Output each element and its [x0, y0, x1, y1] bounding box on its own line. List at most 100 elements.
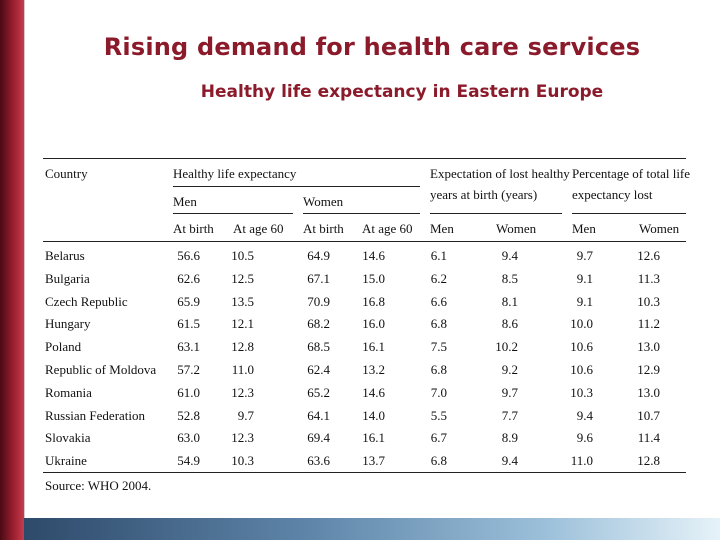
- left-accent-divider: [24, 0, 25, 540]
- pct-group-rule: [572, 213, 686, 214]
- value-cell: 6.1: [430, 248, 447, 263]
- header-pct-women: Women: [639, 221, 680, 236]
- value-cell: 14.0: [362, 408, 385, 423]
- women-subgroup-rule: [303, 213, 420, 214]
- value-cell: 9.6: [576, 430, 593, 445]
- value-cell: 7.7: [501, 408, 518, 423]
- left-accent-bar: [0, 0, 24, 540]
- country-cell: Hungary: [45, 316, 91, 331]
- value-cell: 9.4: [501, 453, 518, 468]
- value-cell: 6.8: [430, 362, 447, 377]
- header-lost-years-line2: years at birth (years): [430, 187, 538, 202]
- value-cell: 9.7: [501, 385, 518, 400]
- header-healthy-life-expectancy: Healthy life expectancy: [173, 166, 297, 181]
- country-cell: Poland: [45, 339, 82, 354]
- value-cell: 10.6: [570, 362, 593, 377]
- bottom-accent-bar: [24, 518, 720, 540]
- value-cell: 7.5: [430, 339, 447, 354]
- value-cell: 8.6: [501, 316, 518, 331]
- header-men: Men: [173, 194, 197, 209]
- value-cell: 64.9: [307, 248, 330, 263]
- value-cell: 16.0: [362, 316, 385, 331]
- value-cell: 62.4: [307, 362, 330, 377]
- header-pct-men: Men: [572, 221, 596, 236]
- header-lost-years: Expectation of lost healthy: [430, 166, 570, 181]
- value-cell: 63.1: [177, 339, 200, 354]
- value-cell: 65.2: [307, 385, 330, 400]
- value-cell: 10.5: [231, 248, 254, 263]
- value-cell: 11.0: [231, 362, 254, 377]
- header-men-at-birth: At birth: [173, 221, 214, 236]
- value-cell: 16.8: [362, 294, 385, 309]
- value-cell: 13.7: [362, 453, 385, 468]
- value-cell: 16.1: [362, 339, 385, 354]
- table-bottom-rule: [43, 472, 686, 473]
- value-cell: 10.2: [495, 339, 518, 354]
- table-top-rule: [43, 158, 686, 159]
- header-women: Women: [303, 194, 344, 209]
- value-cell: 10.3: [637, 294, 660, 309]
- value-cell: 61.0: [177, 385, 200, 400]
- value-cell: 9.4: [501, 248, 518, 263]
- value-cell: 63.0: [177, 430, 200, 445]
- value-cell: 64.1: [307, 408, 330, 423]
- value-cell: 8.1: [501, 294, 518, 309]
- value-cell: 12.5: [231, 271, 254, 286]
- value-cell: 61.5: [177, 316, 200, 331]
- country-cell: Slovakia: [45, 430, 91, 445]
- value-cell: 12.3: [231, 385, 254, 400]
- header-country: Country: [45, 166, 88, 181]
- value-cell: 70.9: [307, 294, 330, 309]
- table-source: Source: WHO 2004.: [45, 478, 152, 493]
- value-cell: 6.6: [430, 294, 447, 309]
- value-cell: 57.2: [177, 362, 200, 377]
- value-cell: 68.2: [307, 316, 330, 331]
- header-percentage-lost-line2: expectancy lost: [572, 187, 653, 202]
- value-cell: 6.2: [430, 271, 447, 286]
- value-cell: 68.5: [307, 339, 330, 354]
- country-cell: Bulgaria: [45, 271, 90, 286]
- value-cell: 10.7: [637, 408, 660, 423]
- value-cell: 6.8: [430, 453, 447, 468]
- value-cell: 15.0: [362, 271, 385, 286]
- value-cell: 13.2: [362, 362, 385, 377]
- value-cell: 11.3: [637, 271, 660, 286]
- country-cell: Ukraine: [45, 453, 87, 468]
- value-cell: 9.1: [576, 294, 593, 309]
- value-cell: 54.9: [177, 453, 200, 468]
- value-cell: 16.1: [362, 430, 385, 445]
- value-cell: 12.9: [637, 362, 660, 377]
- country-cell: Romania: [45, 385, 92, 400]
- value-cell: 9.2: [501, 362, 518, 377]
- life-expectancy-table: Country Healthy life expectancy Expectat…: [40, 158, 690, 498]
- hle-group-rule: [173, 186, 420, 187]
- country-cell: Republic of Moldova: [45, 362, 157, 377]
- value-cell: 9.1: [576, 271, 593, 286]
- value-cell: 10.3: [570, 385, 593, 400]
- value-cell: 10.0: [570, 316, 593, 331]
- value-cell: 6.7: [430, 430, 447, 445]
- slide-subtitle: Healthy life expectancy in Eastern Europ…: [200, 82, 604, 102]
- value-cell: 11.0: [570, 453, 593, 468]
- value-cell: 10.3: [231, 453, 254, 468]
- header-women-at-birth: At birth: [303, 221, 344, 236]
- country-cell: Belarus: [45, 248, 85, 263]
- value-cell: 52.8: [177, 408, 200, 423]
- value-cell: 12.8: [231, 339, 254, 354]
- country-cell: Czech Republic: [45, 294, 128, 309]
- value-cell: 13.0: [637, 385, 660, 400]
- value-cell: 14.6: [362, 248, 385, 263]
- lost-group-rule: [430, 213, 562, 214]
- value-cell: 12.1: [231, 316, 254, 331]
- value-cell: 12.6: [637, 248, 660, 263]
- value-cell: 7.0: [430, 385, 447, 400]
- country-cell: Russian Federation: [45, 408, 146, 423]
- slide-title: Rising demand for health care services: [103, 33, 641, 61]
- value-cell: 11.4: [637, 430, 660, 445]
- value-cell: 62.6: [177, 271, 200, 286]
- header-lost-women: Women: [496, 221, 537, 236]
- value-cell: 12.3: [231, 430, 254, 445]
- value-cell: 9.7: [576, 248, 593, 263]
- value-cell: 5.5: [430, 408, 447, 423]
- value-cell: 11.2: [637, 316, 660, 331]
